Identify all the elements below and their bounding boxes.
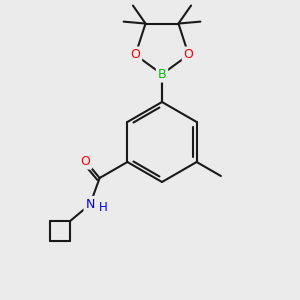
Text: N: N bbox=[85, 198, 95, 211]
Text: O: O bbox=[81, 154, 90, 168]
Text: O: O bbox=[130, 48, 140, 62]
Text: B: B bbox=[158, 68, 166, 81]
Text: O: O bbox=[184, 48, 194, 62]
Text: H: H bbox=[99, 201, 108, 214]
